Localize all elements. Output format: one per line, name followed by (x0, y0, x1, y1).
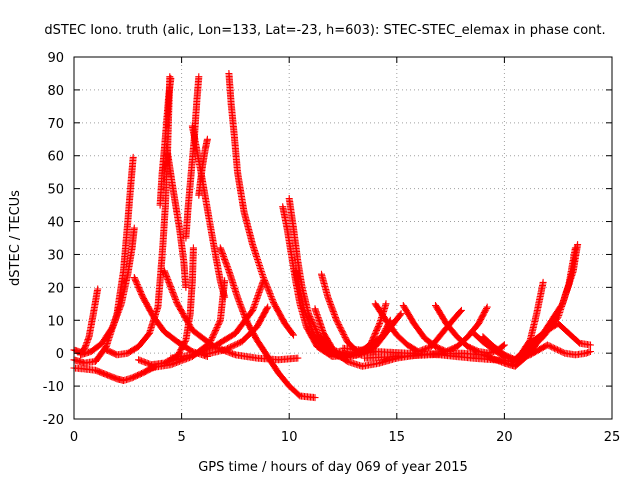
axis-ticks: 0 5 10 15 20 25 -20 -10 0 10 20 30 40 50 60 70 80 90 (43, 51, 621, 445)
plus-markers (371, 300, 465, 355)
y-tick-label: 90 (47, 51, 64, 66)
y-tick-label: 10 (47, 314, 64, 329)
plot-frame (73, 56, 613, 420)
data-arc (195, 135, 211, 199)
x-tick-label: 20 (496, 430, 513, 445)
x-tick-label: 10 (281, 430, 298, 445)
data-arc (77, 224, 138, 359)
plus-markers (216, 244, 319, 402)
plus-markers (199, 303, 272, 359)
y-tick-label: 60 (47, 150, 64, 165)
chart-title: dSTEC Iono. truth (alic, Lon=133, Lat=-2… (44, 23, 605, 38)
y-tick-label: 50 (47, 183, 64, 198)
plus-markers (195, 135, 211, 199)
y-tick-label: -20 (43, 413, 64, 428)
y-axis-label: dSTEC / TECUs (8, 190, 23, 286)
y-tick-label: 40 (47, 216, 64, 231)
data-arc (216, 244, 319, 402)
data-marks (70, 70, 594, 402)
y-tick-label: 70 (47, 117, 64, 132)
plus-markers (77, 224, 138, 359)
y-tick-label: 30 (47, 248, 64, 263)
x-axis-label: GPS time / hours of day 069 of year 2015 (198, 460, 468, 475)
plus-markers (163, 142, 190, 291)
plus-markers (479, 333, 594, 364)
data-arc (199, 303, 272, 359)
x-tick-label: 25 (604, 430, 621, 445)
data-arc (163, 142, 190, 291)
y-tick-label: -10 (43, 380, 64, 395)
data-arc (522, 320, 594, 351)
x-tick-label: 15 (389, 430, 406, 445)
plus-markers (167, 277, 267, 362)
x-tick-label: 0 (70, 430, 78, 445)
data-arc (371, 300, 465, 355)
y-tick-label: 80 (47, 84, 64, 99)
data-arc (479, 333, 594, 364)
x-tick-label: 5 (177, 430, 185, 445)
data-arc (167, 277, 267, 362)
y-tick-label: 0 (56, 347, 64, 362)
y-tick-label: 20 (47, 281, 64, 296)
plus-markers (522, 320, 594, 351)
